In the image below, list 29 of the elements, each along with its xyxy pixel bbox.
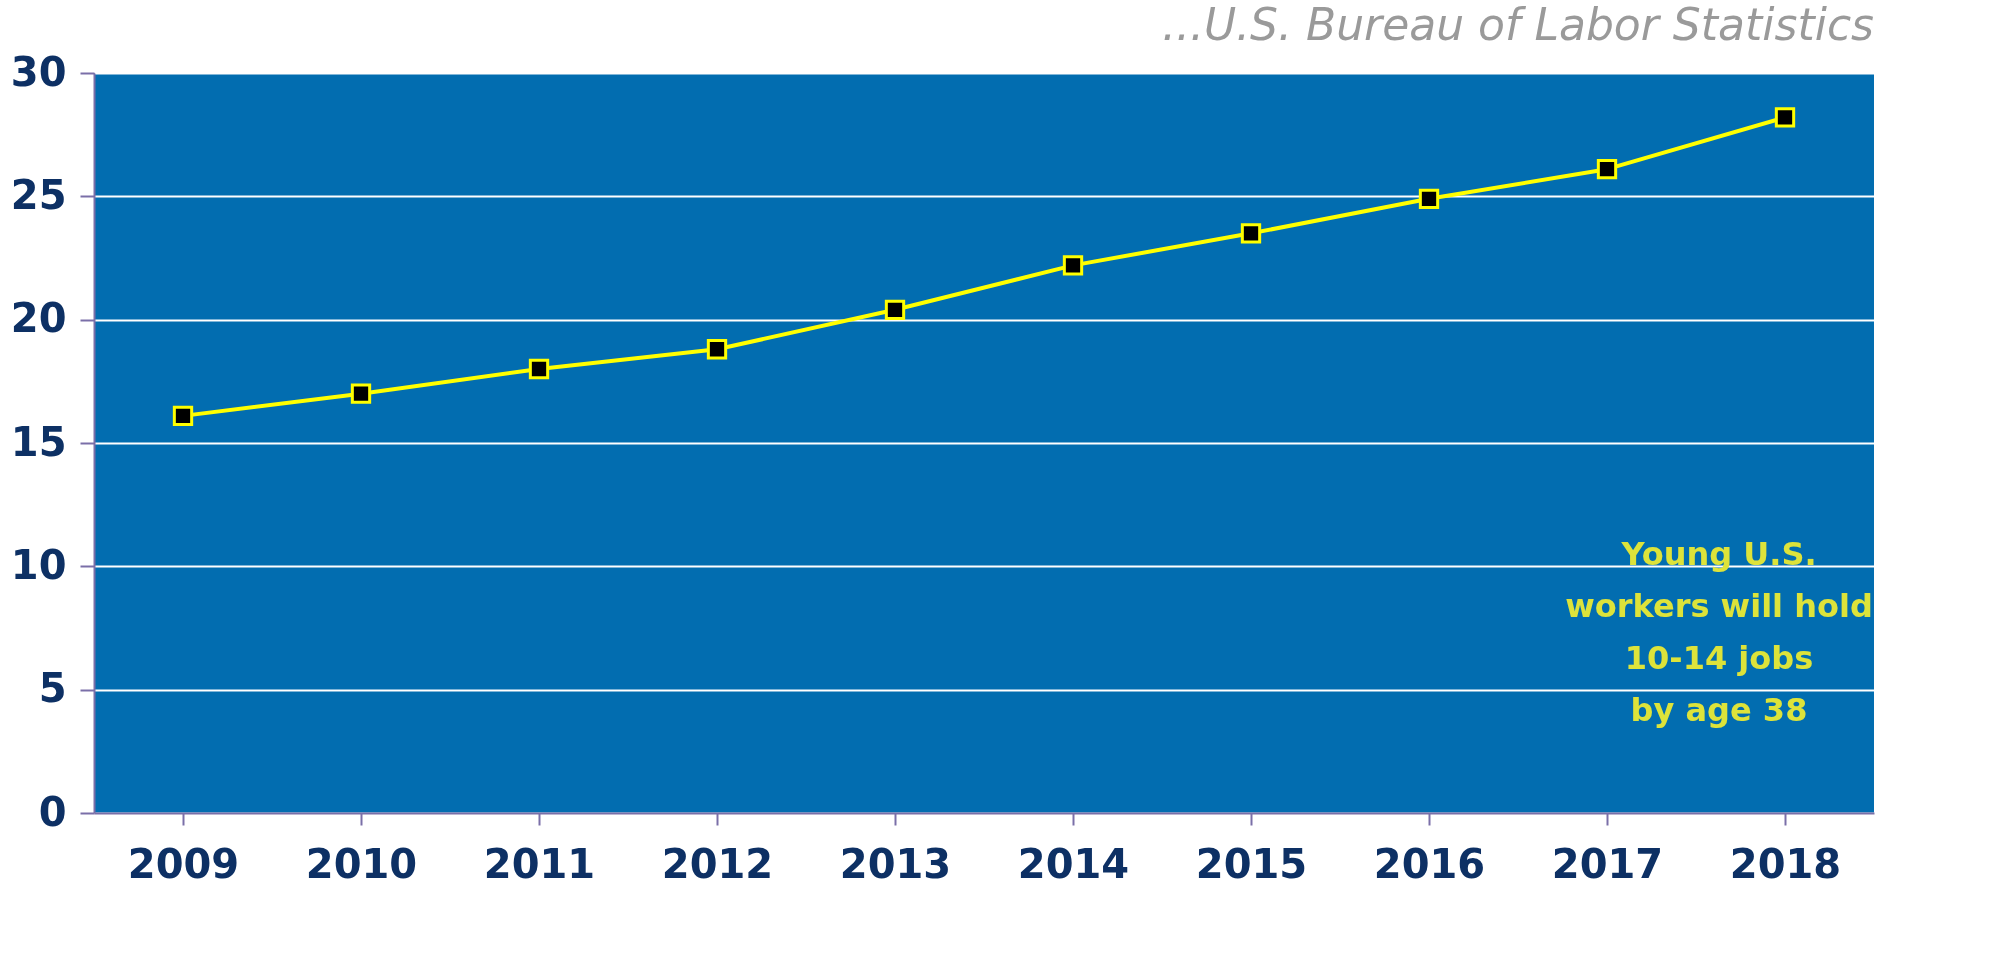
x-tick-label: 2011 (483, 840, 596, 887)
x-tick-label: 2016 (1373, 840, 1486, 887)
y-tick-label: 25 (10, 171, 67, 218)
text: ...U.S. Bureau of Labor Statistics (1161, 0, 1874, 50)
x-tick-label: 2017 (1551, 840, 1664, 887)
y-tick-label: 5 (38, 665, 67, 712)
y-tick-label: 30 (10, 48, 67, 95)
point (1062, 255, 1084, 276)
x-tick-label: 2009 (127, 840, 240, 887)
x-tick-label: 2014 (1017, 840, 1130, 887)
y-tick-label: 20 (10, 295, 67, 342)
x-tick-label: 2010 (305, 840, 418, 887)
annotation: Young U.S. workers will hold 10-14 jobs by age 38 (1565, 535, 1873, 729)
point (528, 358, 550, 380)
x-tick-label: 2015 (1195, 840, 1308, 887)
point (1596, 159, 1618, 180)
point (706, 339, 728, 360)
x-tick-label: 2018 (1729, 840, 1842, 887)
point (1240, 223, 1262, 244)
point (1774, 107, 1796, 128)
x-tick-label: 2012 (661, 840, 774, 887)
point (884, 299, 906, 320)
y-tick-label: 10 (10, 541, 67, 588)
point (1418, 188, 1440, 209)
y-tick-label: 15 (10, 418, 67, 465)
point (350, 383, 372, 404)
point (172, 405, 194, 427)
x-tick-label: 2013 (839, 840, 952, 887)
y-tick-label: 0 (38, 788, 67, 835)
